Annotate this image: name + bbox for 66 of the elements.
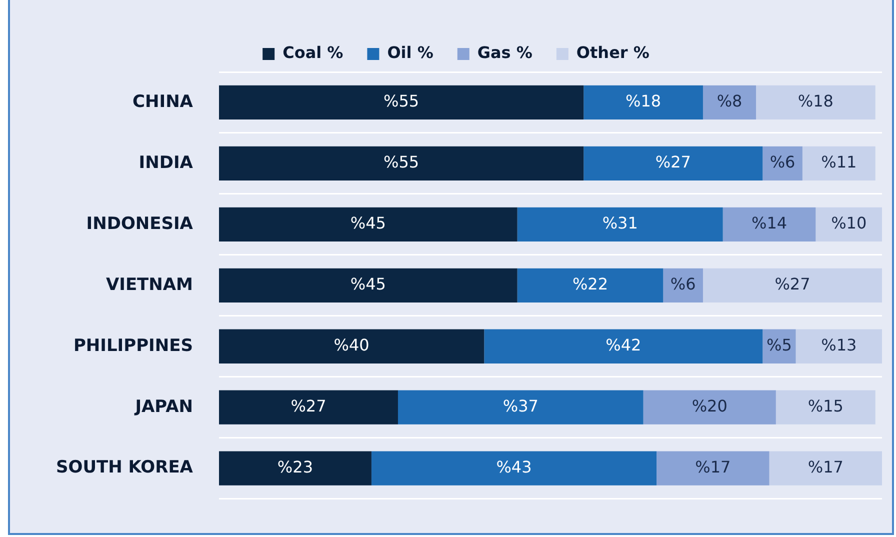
- data-label: %45: [350, 274, 386, 294]
- bar: [762, 146, 802, 181]
- y-tick-label: VIETNAM: [106, 274, 193, 295]
- data-label: %55: [384, 152, 420, 172]
- data-label: %43: [496, 457, 532, 476]
- data-label: %45: [350, 214, 386, 233]
- bar: [398, 390, 644, 424]
- data-label: %27: [290, 396, 326, 416]
- bar: [218, 329, 484, 364]
- bar: [702, 268, 882, 302]
- bar: [517, 207, 723, 242]
- data-label: %27: [655, 152, 691, 172]
- bar: [584, 85, 703, 120]
- y-tick-label: SOUTH KOREA: [56, 458, 194, 478]
- data-label: %37: [502, 396, 538, 416]
- data-label: %18: [626, 92, 662, 111]
- bar: [584, 146, 763, 181]
- data-label: %10: [831, 214, 867, 233]
- data-label: %6: [770, 152, 796, 172]
- legend-label: Oil %: [387, 43, 434, 62]
- data-label: %42: [606, 336, 642, 355]
- bar: [722, 207, 816, 242]
- y-tick-label: PHILIPPINES: [73, 336, 193, 356]
- bar: [816, 207, 882, 242]
- bar: [218, 207, 518, 242]
- data-label: %40: [334, 336, 370, 355]
- legend-label: Other %: [576, 43, 650, 62]
- y-tick-label: INDIA: [138, 152, 194, 173]
- legend-label: Coal %: [282, 43, 344, 62]
- data-label: %31: [602, 214, 638, 233]
- y-tick-label: INDONESIA: [86, 214, 194, 234]
- data-label: %15: [808, 396, 844, 416]
- data-label: %23: [277, 457, 313, 476]
- y-tick-label: CHINA: [132, 92, 194, 112]
- bar: [656, 451, 770, 486]
- data-label: %17: [695, 457, 731, 476]
- bar: [517, 268, 664, 302]
- data-label: %17: [808, 457, 844, 476]
- data-label: %6: [670, 274, 696, 294]
- data-label: %14: [752, 214, 788, 233]
- bar: [218, 451, 372, 486]
- data-label: %18: [798, 92, 834, 111]
- data-label: %20: [692, 396, 728, 416]
- bar: [484, 329, 763, 364]
- data-label: %5: [766, 336, 792, 355]
- bar: [769, 451, 882, 486]
- data-label: %55: [384, 92, 420, 111]
- data-label: %27: [774, 274, 810, 294]
- bar: [756, 85, 876, 120]
- data-label: %11: [821, 152, 857, 172]
- bar: [218, 146, 584, 181]
- bar: [702, 85, 756, 120]
- bar: [663, 268, 703, 302]
- bar: [643, 390, 776, 424]
- bar: [218, 390, 398, 424]
- bar: [796, 329, 882, 364]
- bar: [371, 451, 657, 486]
- data-label: %13: [821, 336, 857, 355]
- bar: [218, 268, 518, 302]
- bar: [218, 85, 584, 120]
- y-tick-label: JAPAN: [134, 396, 193, 417]
- legend-label: Gas %: [477, 43, 532, 62]
- bar: [776, 390, 876, 424]
- data-label: %22: [572, 274, 608, 294]
- bar: [802, 146, 876, 181]
- data-label: %8: [716, 92, 742, 111]
